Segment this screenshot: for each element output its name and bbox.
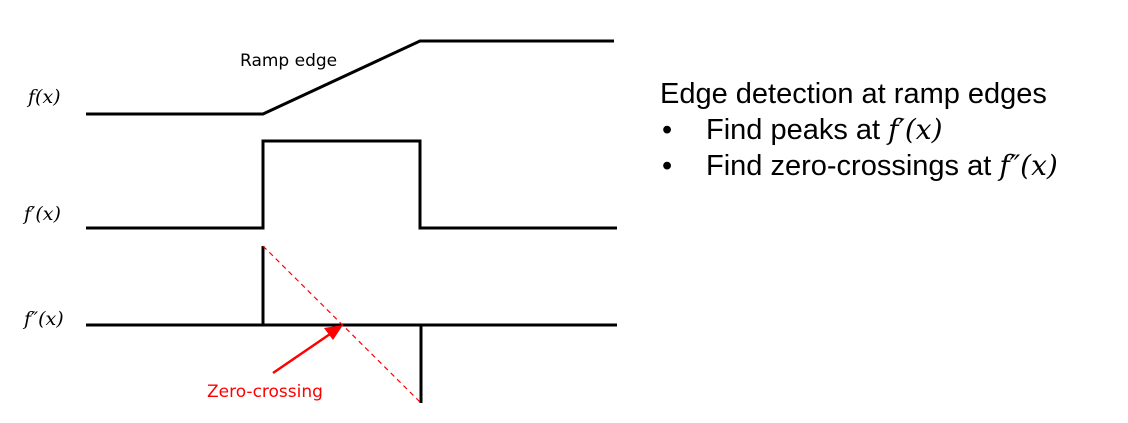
f-prime-signal (86, 139, 617, 230)
bullet-item: • Find zero-crossings at f″(x) (660, 148, 1058, 184)
bullet-icon: • (662, 150, 673, 182)
f-double-prime-label: f″(x) (22, 308, 64, 330)
zero-crossing-arrow (272, 330, 334, 375)
bullet-text: Find zero-crossings at (706, 150, 1000, 182)
zero-crossing-arrowhead (324, 325, 343, 340)
zero-crossing-dashed-line (262, 245, 421, 403)
bullet-item: • Find peaks at f′(x) (660, 112, 1058, 148)
bullet-text: Find peaks at (706, 114, 889, 146)
edge-diagram: f(x) Ramp edge f′(x) f″(x) Zero-crossing (22, 39, 617, 403)
f-label: f(x) (26, 86, 61, 108)
zero-crossing-label: Zero-crossing (207, 382, 323, 402)
description-text: Edge detection at ramp edges • Find peak… (660, 76, 1058, 184)
bullet-icon: • (662, 114, 673, 146)
description-title: Edge detection at ramp edges (660, 78, 1047, 110)
bullet-math: f′(x) (888, 113, 943, 146)
f-prime-label: f′(x) (22, 203, 61, 225)
ramp-edge-label: Ramp edge (240, 51, 337, 71)
bullet-math: f″(x) (999, 149, 1058, 182)
f-signal (86, 39, 614, 116)
